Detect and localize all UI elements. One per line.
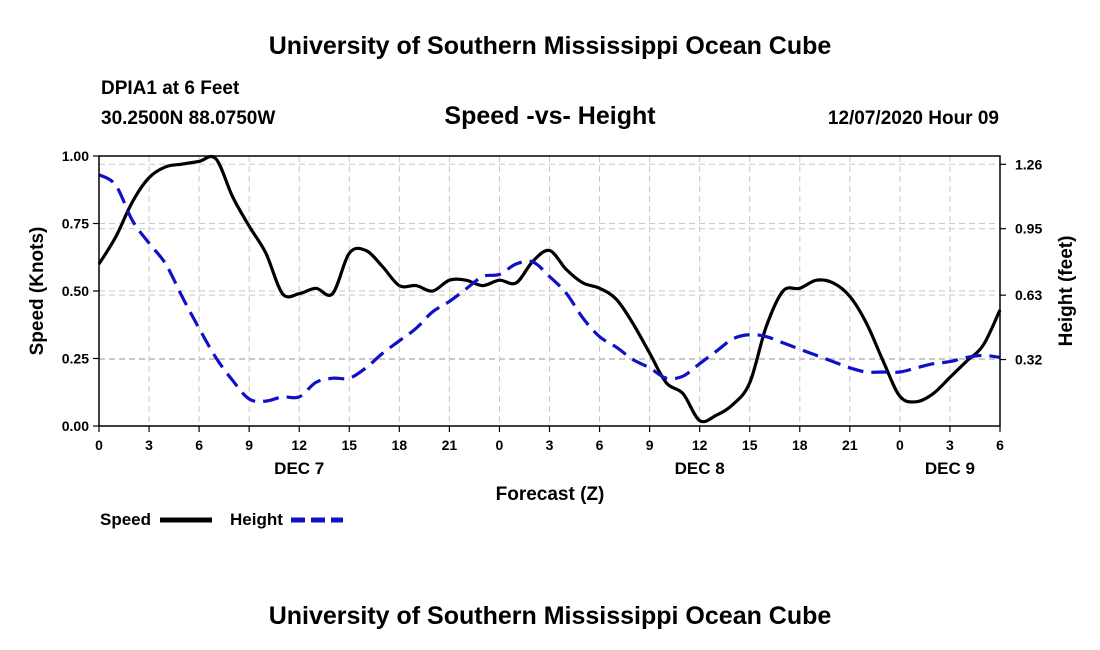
plot-frame <box>98 155 1001 427</box>
y-tick-label: 1.00 <box>62 148 89 164</box>
x-tick-label: 21 <box>842 437 858 453</box>
y2-axis-ticks: 0.32 0.63 0.95 1.26 <box>1000 156 1042 368</box>
x-tick-label: 3 <box>946 437 954 453</box>
legend: Speed Height <box>100 510 343 529</box>
page-title: University of Southern Mississippi Ocean… <box>269 32 832 60</box>
x-axis-ticks: 0 3 6 9 12 15 18 21 0 3 6 9 12 15 18 21 0 3 6 <box>95 426 1004 453</box>
x-tick-label: 3 <box>546 437 554 453</box>
y-axis-ticks: 0.00 0.25 0.50 0.75 1.00 <box>62 148 99 434</box>
x-tick-label: 18 <box>392 437 408 453</box>
day-labels: DEC 7 DEC 8 DEC 9 <box>274 459 975 478</box>
x-tick-label: 6 <box>195 437 203 453</box>
y2-tick-label: 0.63 <box>1015 287 1042 303</box>
day-label: DEC 8 <box>675 459 725 478</box>
x-tick-label: 12 <box>291 437 307 453</box>
x-tick-label: 0 <box>496 437 504 453</box>
y-tick-label: 0.00 <box>62 418 89 434</box>
x-tick-label: 12 <box>692 437 708 453</box>
day-label: DEC 9 <box>925 459 975 478</box>
y2-tick-label: 0.95 <box>1015 221 1042 237</box>
legend-height-label: Height <box>230 510 283 529</box>
y-axis-label: Speed (Knots) <box>27 227 48 356</box>
y2-tick-label: 1.26 <box>1015 156 1042 172</box>
y-tick-label: 0.50 <box>62 283 89 299</box>
x-tick-label: 18 <box>792 437 808 453</box>
x-tick-label: 15 <box>341 437 357 453</box>
x-tick-label: 6 <box>596 437 604 453</box>
run-time: 12/07/2020 Hour 09 <box>828 108 999 129</box>
y2-axis-label: Height (feet) <box>1056 236 1077 347</box>
station-name: DPIA1 at 6 Feet <box>101 78 240 99</box>
x-tick-label: 0 <box>95 437 103 453</box>
y-tick-label: 0.75 <box>62 216 89 232</box>
data-series <box>97 154 1002 424</box>
x-tick-label: 9 <box>245 437 253 453</box>
x-tick-label: 6 <box>996 437 1004 453</box>
height-series-line <box>98 173 1001 404</box>
legend-speed-label: Speed <box>100 510 151 529</box>
station-coords: 30.2500N 88.0750W <box>101 108 275 129</box>
x-tick-label: 3 <box>145 437 153 453</box>
y2-tick-label: 0.32 <box>1015 352 1042 368</box>
x-tick-label: 9 <box>646 437 654 453</box>
x-tick-label: 21 <box>442 437 458 453</box>
x-axis-label: Forecast (Z) <box>496 484 605 505</box>
chart-title: Speed -vs- Height <box>444 102 656 130</box>
y-tick-label: 0.25 <box>62 351 89 367</box>
footer-title: University of Southern Mississippi Ocean… <box>269 602 832 630</box>
day-label: DEC 7 <box>274 459 324 478</box>
x-tick-label: 15 <box>742 437 758 453</box>
x-tick-label: 0 <box>896 437 904 453</box>
speed-series-line <box>97 154 1002 424</box>
